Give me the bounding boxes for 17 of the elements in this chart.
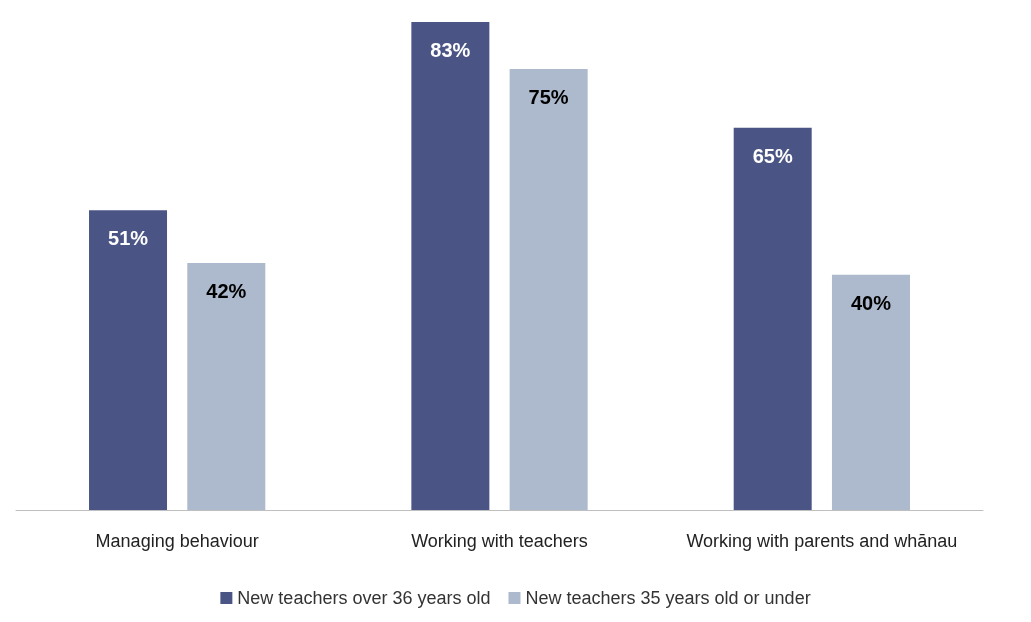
bar	[187, 263, 266, 510]
data-label: 75%	[528, 86, 569, 109]
bar	[733, 127, 812, 510]
data-label: 83%	[430, 39, 471, 61]
x-tick-label: Working with parents and whānau	[686, 531, 958, 551]
legend-label: New teachers 35 years old or under	[525, 588, 811, 608]
legend-label: New teachers over 36 years old	[237, 588, 491, 608]
data-label: 42%	[206, 280, 247, 303]
bar	[411, 22, 490, 510]
x-tick-label: Managing behaviour	[95, 531, 259, 551]
data-label: 65%	[752, 144, 793, 167]
bar	[509, 69, 588, 510]
bar	[831, 274, 910, 510]
data-label: 40%	[850, 291, 892, 314]
data-label: 51%	[108, 227, 149, 250]
x-tick-label: Working with teachers	[411, 531, 588, 551]
bar	[89, 210, 168, 510]
